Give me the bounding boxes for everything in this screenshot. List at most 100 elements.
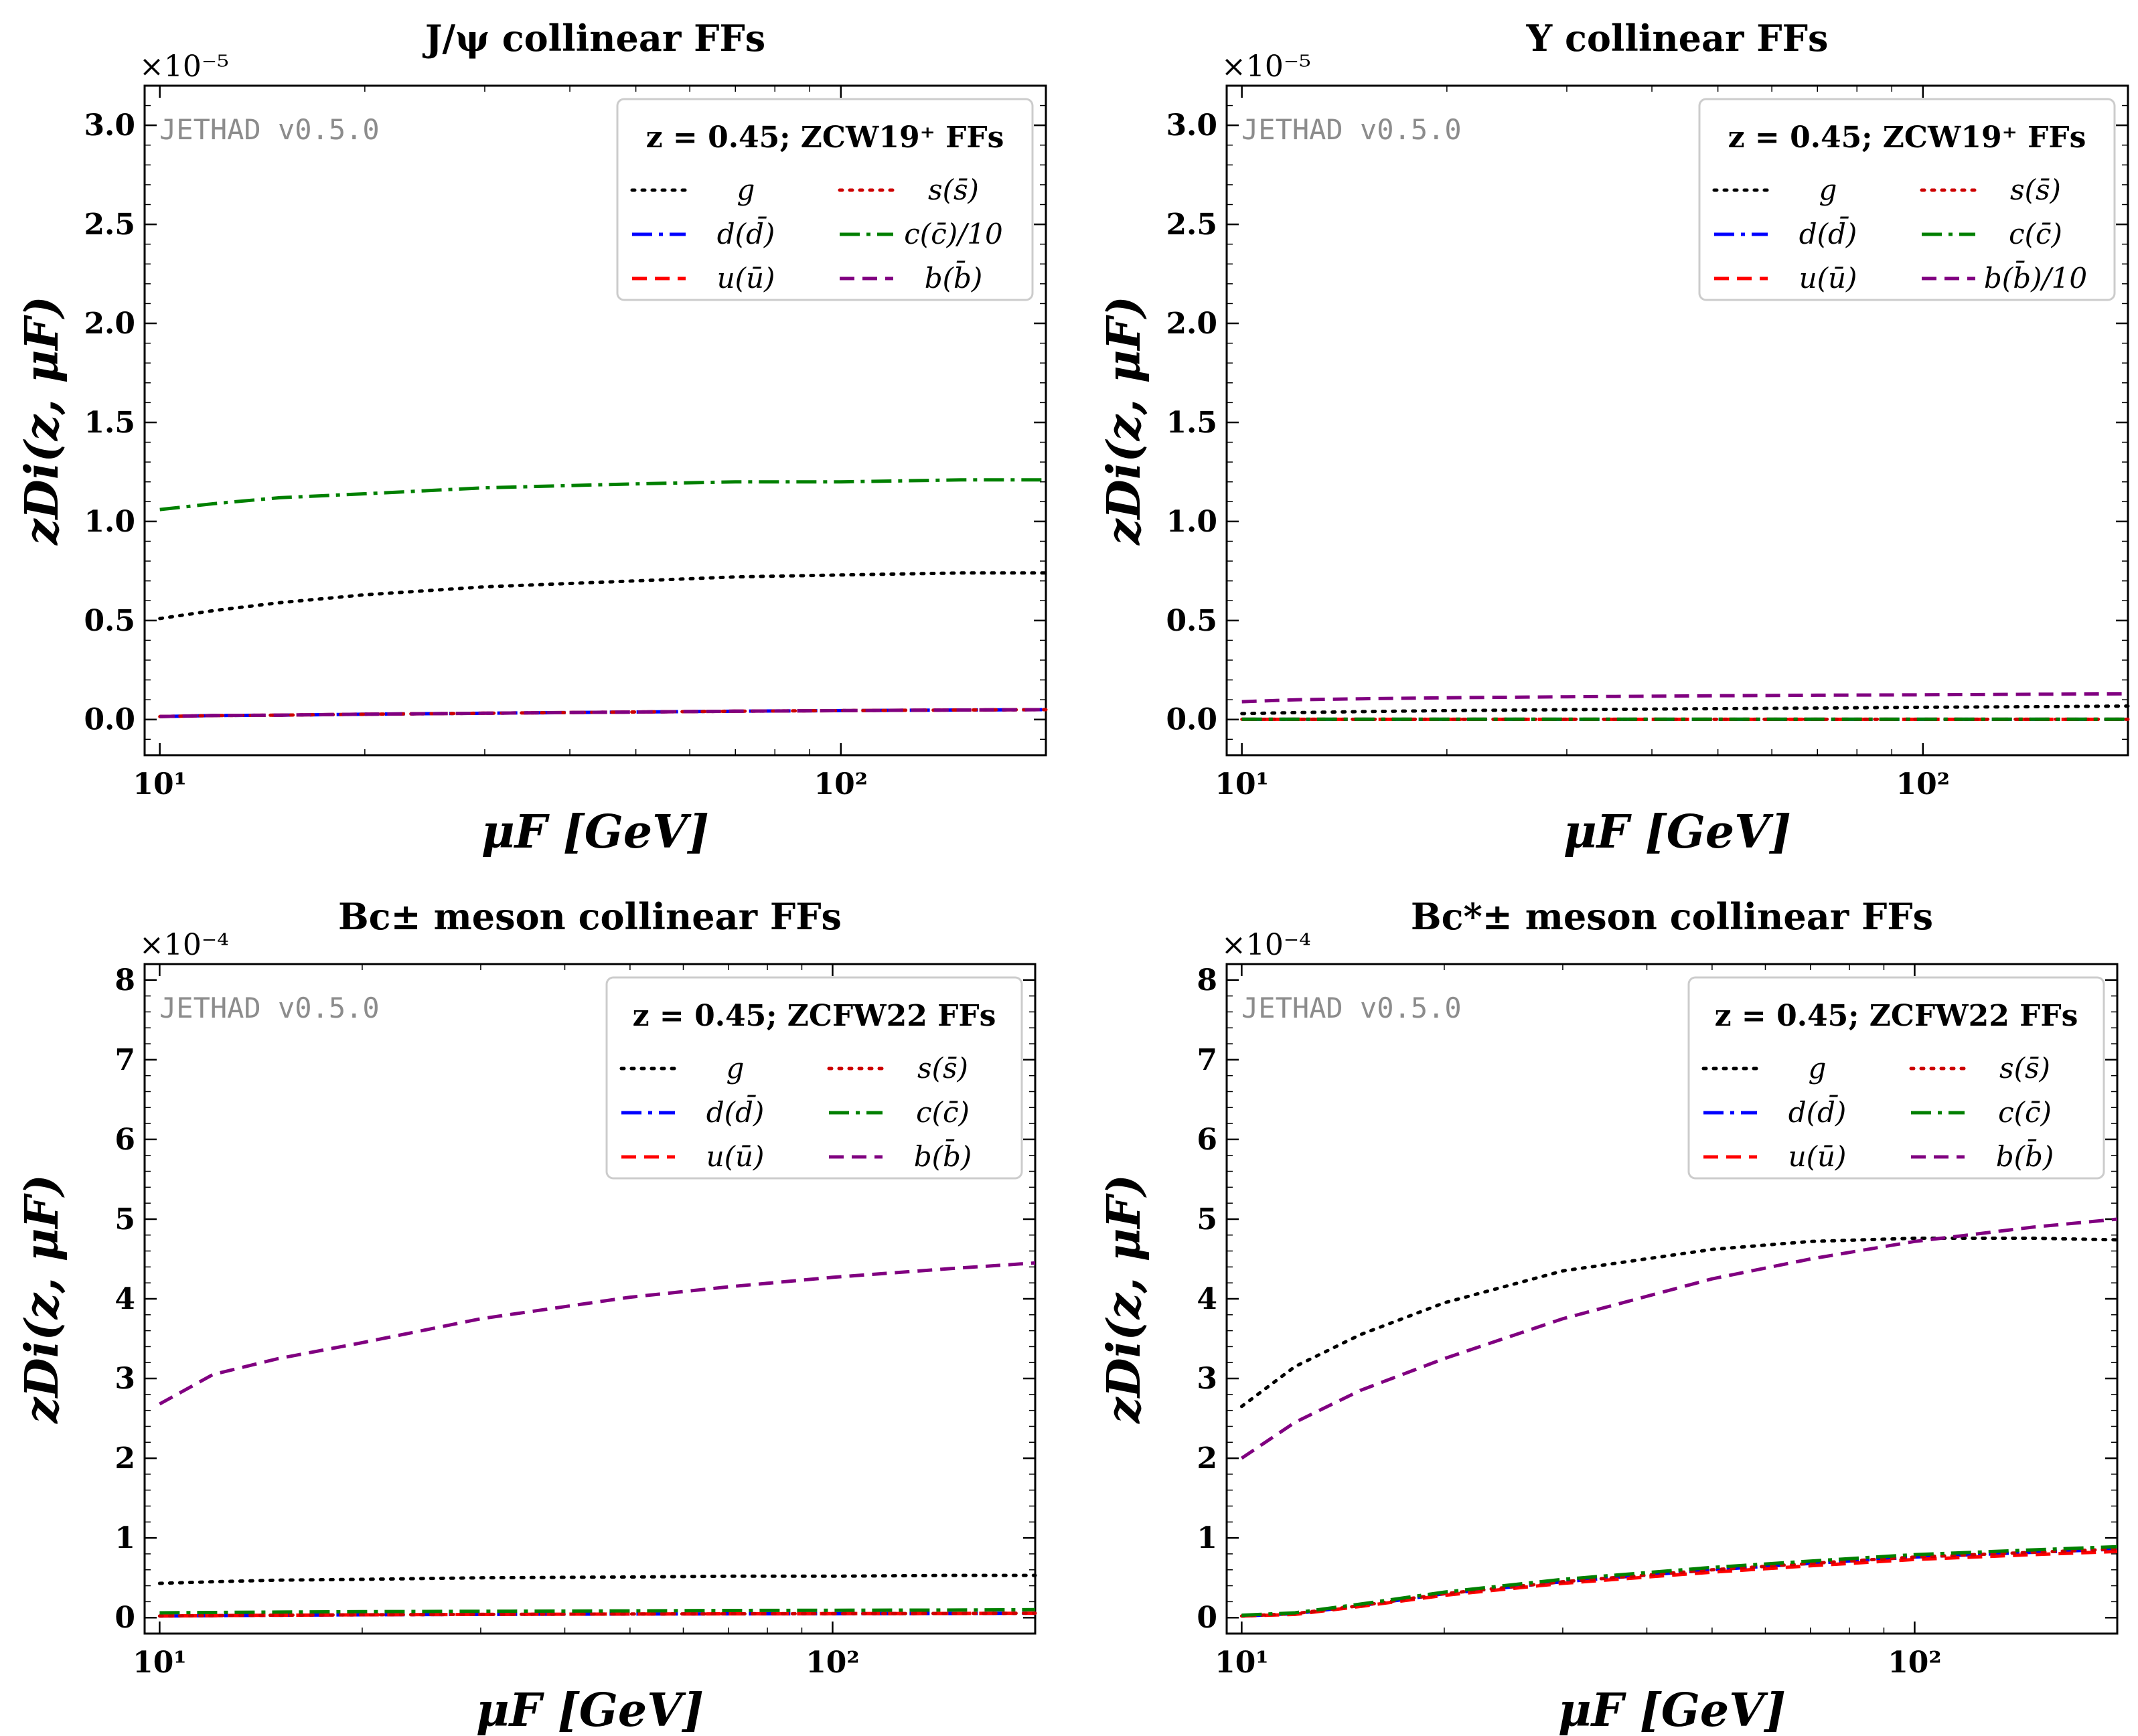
y-tick-label: 1.5 [1166, 406, 1217, 440]
y-tick-label: 0.0 [1166, 703, 1217, 737]
legend-entry: b(b̄) [1996, 1138, 2054, 1173]
watermark: JETHAD v0.5.0 [1241, 113, 1462, 146]
y-tick-label: 7 [1197, 1043, 1217, 1077]
y-tick-label: 2.0 [84, 307, 135, 341]
legend-entry: d(d̄) [717, 216, 775, 250]
legend-box [616, 98, 1034, 301]
series-line-5 [159, 1607, 1036, 1615]
legend-entry: b(b̄) [925, 260, 983, 295]
series-line-1 [157, 1573, 1037, 1585]
plot-frame [143, 84, 1047, 757]
y-multiplier: ×10⁻⁵ [1221, 50, 1311, 84]
series-line-6 [159, 708, 1047, 718]
y-tick-label: 1 [1197, 1521, 1217, 1555]
y-tick-label: 0.5 [84, 604, 135, 638]
y-tick-label: 2 [1197, 1441, 1217, 1476]
legend-entry: g [1819, 173, 1837, 206]
x-tick-label: 10¹ [133, 1646, 187, 1680]
series-line-5 [1241, 1545, 2118, 1617]
y-multiplier: ×10⁻⁵ [139, 50, 229, 84]
chart-panel-3: Bc± meson collinear FFs ×10⁻⁴ 0 1 2 3 4 5 6 7 8 10¹… [15, 895, 1037, 1736]
legend-entry: c(c̄) [1998, 1096, 2052, 1129]
legend-box [1687, 976, 2105, 1180]
legend-header: z = 0.45; ZCW19⁺ FFs [646, 121, 1004, 155]
legend-entry: s(s̄) [928, 173, 979, 206]
legend-entry: d(d̄) [706, 1094, 765, 1129]
series-line-1 [1239, 1237, 2119, 1409]
legend-entry: u(ū) [1799, 262, 1857, 295]
legend-entry: d(d̄) [1799, 216, 1857, 250]
y-tick-label: 8 [114, 963, 135, 998]
y-multiplier: ×10⁻⁴ [139, 928, 229, 962]
x-tick-label: 10¹ [133, 767, 187, 801]
legend-entry: u(ū) [1788, 1140, 1847, 1173]
x-tick-label: 10² [806, 1646, 860, 1680]
watermark: JETHAD v0.5.0 [159, 113, 380, 146]
y-tick-label: 6 [1197, 1123, 1217, 1157]
y-tick-label: 2.5 [84, 208, 135, 242]
legend-entry: s(s̄) [2010, 173, 2061, 206]
chart-panel-2: Υ collinear FFs ×10⁻⁵ 0.0 0.5 1.0 1.5 2.0 2.5 3.… [1097, 17, 2130, 859]
series-line-6 [1241, 692, 2129, 704]
y-tick-label: 3 [114, 1362, 135, 1396]
series-line-5 [159, 478, 1046, 511]
series-line-1 [1240, 704, 2130, 716]
series-line-2 [1241, 1547, 2118, 1618]
y-tick-label: 6 [114, 1123, 135, 1157]
x-axis-label: μF [GeV] [1563, 805, 1791, 859]
x-axis-label: μF [GeV] [476, 1684, 704, 1736]
chart-title: J/ψ collinear FFs [423, 17, 765, 60]
chart-panel-4: Bc*± meson collinear FFs ×10⁻⁴ 0 1 2 3 4 5 6 7 8 10… [1097, 895, 2119, 1736]
chart-panel-1: J/ψ collinear FFs ×10⁻⁵ 0.0 0.5 1.0 1.5 2.0 2.5… [15, 17, 1048, 859]
y-tick-label: 1.0 [1166, 505, 1217, 539]
series-line-1 [158, 571, 1048, 621]
watermark: JETHAD v0.5.0 [1241, 992, 1462, 1024]
x-tick-label: 10¹ [1215, 767, 1269, 801]
y-tick-label: 3 [1197, 1362, 1217, 1396]
x-tick-label: 10² [1888, 1646, 1942, 1680]
series-line-4 [157, 1611, 1037, 1618]
legend-box [605, 976, 1023, 1180]
chart-title: Bc*± meson collinear FFs [1411, 895, 1933, 938]
legend-entry: c(c̄)/10 [904, 218, 1002, 250]
chart-title: Bc± meson collinear FFs [338, 895, 842, 938]
y-tick-label: 0.5 [1166, 604, 1217, 638]
x-tick-label: 10² [1896, 767, 1951, 801]
y-tick-label: 5 [114, 1202, 135, 1237]
legend-entry: c(c̄) [2009, 218, 2062, 250]
y-tick-label: 0 [114, 1601, 135, 1635]
legend-entry: s(s̄) [917, 1052, 968, 1085]
legend-entry: b(b̄) [914, 1138, 972, 1173]
y-tick-label: 2.5 [1166, 208, 1217, 242]
y-tick-label: 0 [1197, 1601, 1217, 1635]
legend-entry: u(ū) [717, 262, 775, 295]
series-line-4 [1239, 1547, 2119, 1618]
x-tick-label: 10¹ [1215, 1646, 1269, 1680]
x-axis-label: μF [GeV] [481, 805, 709, 859]
y-tick-label: 4 [114, 1282, 135, 1316]
y-tick-label: 3.0 [84, 108, 135, 143]
watermark: JETHAD v0.5.0 [159, 992, 380, 1024]
legend-entry: g [727, 1052, 745, 1085]
y-tick-label: 7 [114, 1043, 135, 1077]
legend-entry: g [1809, 1052, 1827, 1085]
x-axis-label: μF [GeV] [1558, 1684, 1786, 1736]
legend-entry: u(ū) [706, 1140, 765, 1173]
y-axis-label: zDi(z, μF) [15, 1174, 69, 1424]
legend-entry: b(b̄)/10 [1984, 260, 2087, 295]
legend-box [1698, 98, 2116, 301]
y-multiplier: ×10⁻⁴ [1221, 928, 1311, 962]
plot-frame [1225, 84, 2129, 757]
legend-header: z = 0.45; ZCFW22 FFs [633, 999, 996, 1033]
y-tick-label: 1 [114, 1521, 135, 1555]
legend-entry: c(c̄) [916, 1096, 970, 1129]
y-tick-label: 4 [1197, 1282, 1217, 1316]
y-tick-label: 1.5 [84, 406, 135, 440]
legend-entry: s(s̄) [1999, 1052, 2050, 1085]
series-line-3 [1241, 1549, 2118, 1618]
chart-title: Υ collinear FFs [1526, 17, 1829, 60]
series-line-6 [1241, 1217, 2118, 1460]
legend-header: z = 0.45; ZCW19⁺ FFs [1728, 121, 2086, 155]
legend-header: z = 0.45; ZCFW22 FFs [1715, 999, 2078, 1033]
y-tick-label: 1.0 [84, 505, 135, 539]
